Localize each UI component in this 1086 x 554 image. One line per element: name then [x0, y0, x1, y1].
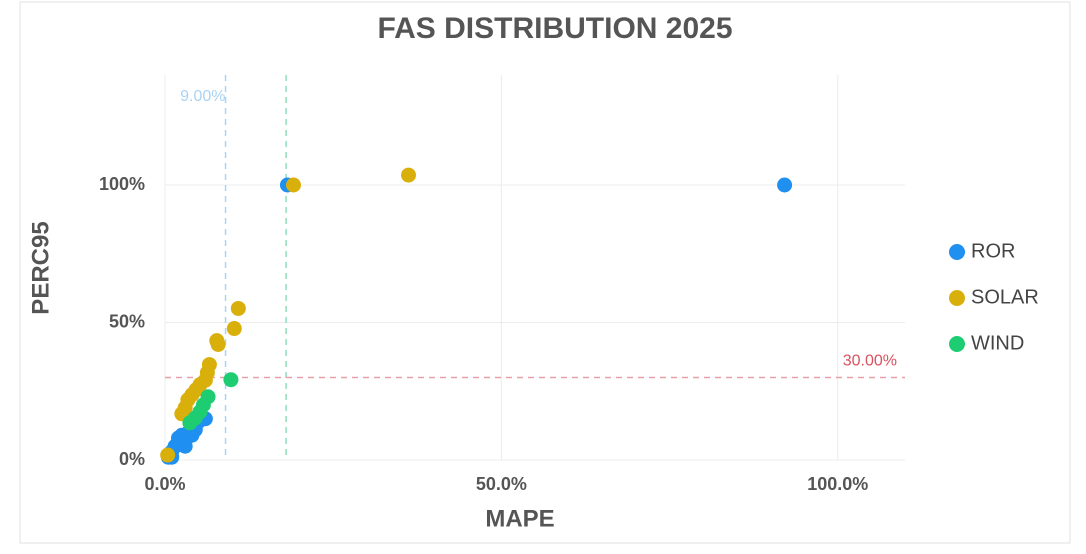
reference-label: 9.00%	[180, 88, 225, 105]
legend-label: SOLAR	[971, 286, 1039, 308]
point	[200, 389, 216, 405]
point	[160, 447, 176, 463]
y-tick-label: 50%	[109, 311, 145, 331]
point	[223, 372, 239, 388]
point	[226, 321, 242, 337]
point	[201, 357, 217, 373]
legend-label: WIND	[971, 332, 1024, 354]
legend-swatch	[949, 336, 965, 352]
legend-swatch	[949, 290, 965, 306]
y-axis-title: PERC95	[27, 221, 54, 314]
x-tick-label: 50.0%	[476, 474, 527, 494]
x-tick-label: 100.0%	[807, 474, 868, 494]
point	[777, 177, 793, 193]
point	[401, 167, 417, 183]
point	[210, 337, 226, 352]
legend-label: ROR	[971, 240, 1015, 262]
x-axis-title: MAPE	[485, 505, 554, 532]
chart-title: FAS DISTRIBUTION 2025	[377, 12, 732, 45]
point	[285, 177, 301, 193]
y-tick-label: 0%	[119, 449, 145, 469]
y-tick-label: 100%	[99, 174, 145, 194]
legend-swatch	[949, 244, 965, 260]
reference-label: 30.00%	[843, 353, 897, 370]
x-tick-label: 0.0%	[144, 474, 185, 494]
card	[19, 1, 1071, 544]
point	[230, 300, 246, 316]
